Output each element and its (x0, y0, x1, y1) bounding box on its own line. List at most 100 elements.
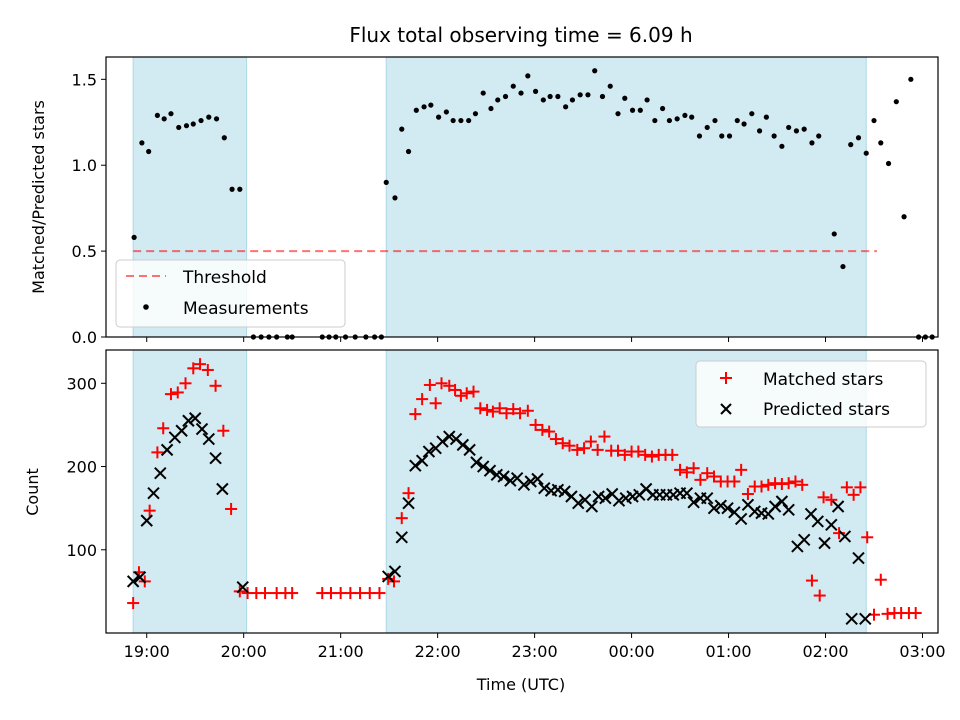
measurement-point (532, 88, 539, 94)
measurement-point (146, 148, 152, 155)
predicted-star-point (680, 486, 694, 500)
predicted-star-point (775, 495, 789, 508)
matched-star-point (674, 463, 687, 476)
predicted-star-point (470, 456, 483, 469)
predicted-star-point (845, 612, 858, 626)
predicted-star-point (395, 531, 408, 544)
measurement-point (878, 140, 884, 146)
matched-star-point (645, 450, 658, 463)
matched-star-point (598, 430, 611, 443)
matched-star-point (825, 493, 838, 506)
measurement-point (629, 107, 636, 113)
measurement-point (840, 263, 846, 270)
measurement-point (540, 97, 546, 103)
matched-star-point (536, 423, 549, 436)
measurement-point (615, 111, 621, 117)
predicted-star-point (538, 481, 551, 495)
count-y-axis-label: Count (23, 468, 42, 516)
measurement-point (831, 231, 837, 237)
x-tick-label: 03:00 (899, 642, 945, 661)
measurement-point (644, 97, 650, 103)
y-tick-label: 200 (66, 458, 97, 477)
predicted-star-point (818, 536, 831, 550)
measurement-point (863, 150, 869, 156)
matched-star-point (286, 587, 299, 600)
measurement-point (405, 148, 412, 155)
count-panel-frame (105, 349, 939, 634)
measurement-point (763, 114, 769, 120)
y-tick-label: 100 (66, 541, 97, 560)
predicted-star-point (195, 422, 209, 436)
measurement-point (908, 76, 914, 82)
matched-star-point (486, 405, 499, 418)
measurement-point (495, 97, 501, 103)
matched-star-point (694, 473, 707, 486)
matched-star-point (521, 404, 534, 417)
predicted-star-point (381, 570, 395, 583)
matched-star-point (402, 487, 415, 500)
measurement-point (749, 111, 755, 117)
matched-star-point (529, 418, 542, 431)
predicted-star-point (517, 478, 531, 492)
measurement-point (436, 114, 442, 120)
predicted-star-point (797, 533, 811, 546)
measurement-point (689, 114, 695, 120)
measurement-point (741, 121, 747, 127)
measurement-point (793, 128, 800, 134)
measurement-point (525, 73, 531, 79)
measurement-point (518, 90, 524, 96)
matched-star-point (373, 587, 386, 600)
y-tick-label: 1.0 (72, 156, 97, 175)
measurement-point (637, 107, 643, 113)
matched-star-point (680, 466, 693, 479)
y-tick-label: 0.0 (72, 328, 97, 347)
measurement-point (712, 117, 718, 124)
measurement-point (168, 111, 174, 117)
predicted-star-point (721, 501, 734, 515)
x-tick-label: 22:00 (415, 642, 461, 661)
predicted-legend-swatch (720, 403, 732, 415)
chart-title: Flux total observing time = 6.09 h (349, 23, 692, 47)
matched-star-point (423, 378, 436, 391)
x-tick-label: 20:00 (221, 642, 267, 661)
matched-star-point (666, 448, 679, 461)
matched-star-point (874, 573, 887, 586)
measurement-point (221, 135, 227, 141)
predicted-star-point (140, 514, 153, 527)
measurement-point (901, 214, 907, 220)
matched-star-point (789, 475, 802, 488)
predicted-star-point (443, 430, 456, 443)
predicted-star-point (456, 438, 470, 452)
x-axis-label: Time (UTC) (476, 675, 565, 694)
predicted-star-point (126, 575, 140, 588)
measurements-legend-swatch (143, 304, 149, 310)
matched-star-point (225, 502, 238, 515)
matched-star-point (805, 574, 818, 587)
predicted-star-point (160, 443, 174, 457)
matched-star-point (127, 597, 140, 610)
predicted-star-point (707, 501, 721, 515)
measurement-point (786, 124, 792, 131)
measurement-point (443, 109, 449, 115)
matched-star-point (556, 437, 569, 450)
measurement-point (480, 90, 486, 96)
matched-star-point (618, 448, 631, 461)
measurement-point (555, 93, 561, 100)
matched-star-point (209, 379, 222, 392)
ratio-legend: Threshold Measurements (115, 259, 346, 328)
ratio-panel-frame (105, 56, 939, 338)
matched-star-point (578, 442, 591, 455)
measurement-point (237, 186, 243, 192)
matched-star-point (164, 388, 177, 401)
measurement-point (652, 117, 658, 124)
matched-star-point (179, 377, 192, 390)
matched-star-point (741, 487, 754, 500)
measurement-point (704, 124, 710, 131)
measurement-point (213, 116, 220, 122)
count-panel: 19:00 20:00 21:00 22:00 23:00 00:00 01:00 02:00… (23, 349, 946, 694)
predicted-star-point (497, 470, 510, 483)
predicted-star-point (524, 475, 537, 488)
matched-star-point (217, 424, 230, 437)
matched-star-point (755, 480, 768, 493)
matched-star-point (474, 402, 487, 415)
